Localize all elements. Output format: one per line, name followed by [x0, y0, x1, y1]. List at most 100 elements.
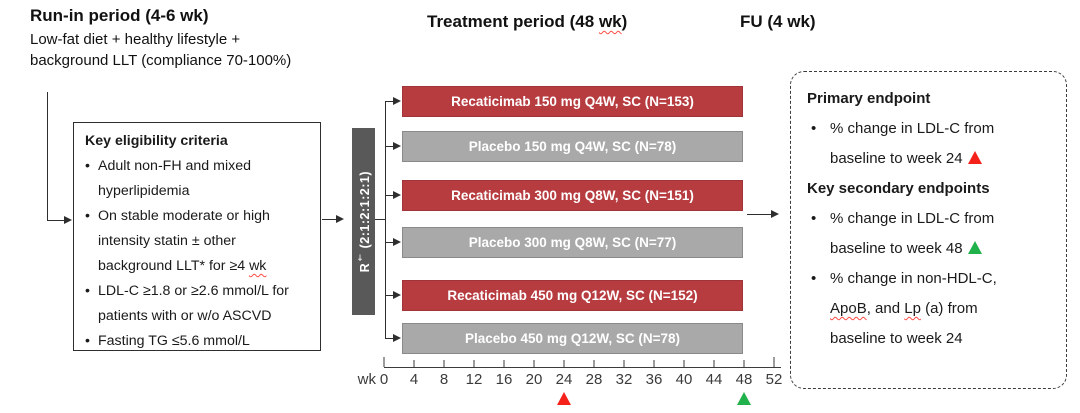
eligibility-title: Key eligibility criteria: [85, 133, 228, 149]
axis-tick-label: 16: [495, 371, 513, 388]
treatment-title-squiggle-word: wk: [598, 12, 622, 31]
axis-tick-label: 0: [379, 371, 389, 388]
run-in-connector-horizontal-line: [47, 220, 65, 221]
run-in-description-line1: Low-fat diet + healthy lifestyle +: [30, 31, 241, 48]
eligibility-item-line: intensity statin ± other: [98, 233, 236, 249]
week-axis-line: [384, 367, 781, 368]
eligibility-item-ldlc: LDL-C ≥1.8 or ≥2.6 mmol/L for patients w…: [85, 279, 310, 329]
axis-tick-label: 48: [735, 371, 753, 388]
eligibility-item-statin: On stable moderate or high intensity sta…: [85, 204, 310, 279]
secondary-endpoints-title: Key secondary endpoints: [807, 180, 990, 197]
primary-endpoint-item: % change in LDL-C from baseline to week …: [807, 114, 1052, 174]
randomization-ratio: (2:1:2:1:2:1): [358, 170, 373, 253]
arm-bar-placebo-300: Placebo 300 mg Q8W, SC (N=77): [402, 227, 743, 258]
secondary-endpoint-item-ldlc48: % change in LDL-C from baseline to week …: [807, 204, 1052, 264]
eligibility-item-line: LDL-C ≥1.8 or ≥2.6 mmol/L for: [98, 283, 289, 299]
branch-arm-arrowhead-icon: [393, 97, 401, 105]
axis-tick: [713, 360, 715, 367]
branch-arm-arrowhead-icon: [393, 291, 401, 299]
axis-tick: [623, 360, 625, 367]
axis-tick: [653, 360, 655, 367]
randomization-r: R: [358, 262, 373, 273]
endpoint-line: % change in non-HDL-C,: [830, 270, 997, 287]
eligibility-item-line: background LLT* for ≥4 wk: [98, 254, 310, 279]
eligibility-to-randomization-arrowhead-icon: [336, 215, 344, 223]
endpoint-line: % change in LDL-C from: [830, 120, 995, 137]
eligibility-to-randomization-line: [322, 219, 337, 220]
eligibility-item-text: background LLT* for ≥4: [98, 258, 250, 274]
arm-bar-label: Recaticimab 450 mg Q12W, SC (N=152): [447, 288, 698, 303]
run-in-period-title: Run-in period (4-6 wk): [30, 6, 209, 25]
axis-tick: [683, 360, 685, 367]
endpoint-squiggle-word: Lp: [904, 300, 921, 317]
arm-bar-recaticimab-300: Recaticimab 300 mg Q8W, SC (N=151): [402, 180, 743, 211]
treatment-period-title: Treatment period (48 wk): [427, 12, 627, 32]
eligibility-list: Adult non-FH and mixed hyperlipidemia On…: [85, 154, 310, 354]
green-triangle-icon: [967, 241, 982, 254]
arm-bar-placebo-450: Placebo 450 mg Q12W, SC (N=78): [402, 323, 743, 354]
randomization-to-branch-line: [375, 219, 386, 220]
arm-bar-placebo-150: Placebo 150 mg Q4W, SC (N=78): [402, 131, 743, 162]
axis-tick-label: 40: [675, 371, 693, 388]
endpoint-line: % change in LDL-C from: [830, 210, 995, 227]
axis-tick: [743, 360, 745, 367]
eligibility-item-line: Adult non-FH and mixed: [98, 158, 251, 174]
branch-arm-line: [385, 146, 394, 147]
axis-tick-label: 32: [615, 371, 633, 388]
axis-tick-label: 52: [765, 371, 783, 388]
branch-arm-arrowhead-icon: [393, 191, 401, 199]
axis-tick-label: 44: [705, 371, 723, 388]
secondary-endpoints-list: % change in LDL-C from baseline to week …: [807, 204, 1052, 354]
endpoint-text: baseline to week 48: [830, 240, 963, 257]
endpoint-text: (a) from: [920, 300, 978, 317]
branch-arm-line: [385, 242, 394, 243]
run-in-description-line2: background LLT (compliance 70-100%): [30, 52, 292, 69]
week24-red-triangle-icon: [557, 392, 571, 405]
eligibility-criteria-box: Key eligibility criteria Adult non-FH an…: [73, 122, 321, 354]
axis-tick-label: 36: [645, 371, 663, 388]
axis-tick-label: 28: [585, 371, 603, 388]
branch-arm-arrowhead-icon: [393, 238, 401, 246]
eligibility-item-line: On stable moderate or high: [98, 208, 270, 224]
axis-tick-label: 24: [555, 371, 573, 388]
eligibility-item-line: hyperlipidemia: [98, 183, 190, 199]
arm-bar-label: Placebo 300 mg Q8W, SC (N=77): [468, 235, 677, 250]
randomization-dagger: †: [354, 252, 365, 263]
axis-tick-label: 12: [465, 371, 483, 388]
axis-tick: [383, 357, 385, 367]
primary-endpoint-title: Primary endpoint: [807, 90, 931, 107]
axis-tick: [533, 360, 535, 367]
red-triangle-icon: [967, 151, 982, 164]
eligibility-squiggle-word: wk: [249, 258, 267, 274]
randomization-bar: R† (2:1:2:1:2:1): [352, 128, 375, 315]
arm-bar-recaticimab-450: Recaticimab 450 mg Q12W, SC (N=152): [402, 280, 743, 311]
endpoints-box: Primary endpoint % change in LDL-C from …: [790, 71, 1067, 389]
run-in-connector-vertical-line: [47, 92, 48, 221]
run-in-description: Low-fat diet + healthy lifestyle + backg…: [30, 29, 291, 71]
axis-tick-label: 20: [525, 371, 543, 388]
axis-tick: [473, 360, 475, 367]
branch-arm-arrowhead-icon: [393, 142, 401, 150]
axis-tick: [443, 360, 445, 367]
arms-to-endpoints-line: [747, 214, 772, 215]
arm-bar-label: Recaticimab 300 mg Q8W, SC (N=151): [451, 188, 694, 203]
endpoint-line: baseline to week 24: [830, 144, 1052, 174]
branch-arm-line: [385, 338, 394, 339]
axis-tick: [593, 360, 595, 367]
axis-tick: [563, 360, 565, 367]
treatment-title-close: ): [621, 12, 628, 31]
branch-arm-line: [385, 101, 394, 102]
branch-arm-arrowhead-icon: [393, 334, 401, 342]
eligibility-item-population: Adult non-FH and mixed hyperlipidemia: [85, 154, 310, 204]
axis-tick-label: 4: [409, 371, 419, 388]
eligibility-item-tg: Fasting TG ≤5.6 mmol/L: [85, 329, 310, 354]
week48-green-triangle-icon: [737, 392, 751, 405]
axis-tick: [413, 360, 415, 367]
eligibility-item-line: Fasting TG ≤5.6 mmol/L: [98, 333, 250, 349]
arm-bar-label: Placebo 150 mg Q4W, SC (N=78): [468, 139, 677, 154]
run-in-connector-arrowhead-icon: [64, 216, 72, 224]
primary-endpoint-list: % change in LDL-C from baseline to week …: [807, 114, 1052, 174]
week-axis-unit-label: wk: [357, 371, 376, 388]
follow-up-title: FU (4 wk): [740, 12, 816, 31]
